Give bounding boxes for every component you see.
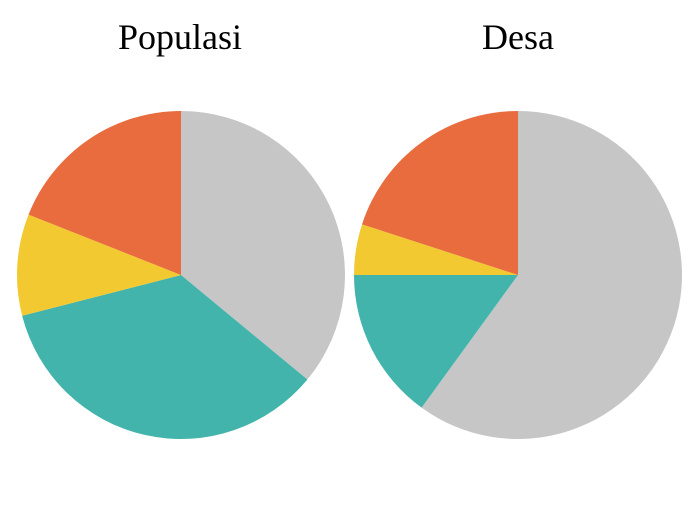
pie-slice-desa-0 xyxy=(421,111,682,439)
pie-slice-populasi-3 xyxy=(28,111,181,275)
pie-slice-desa-1 xyxy=(354,275,518,408)
pie-desa xyxy=(354,111,682,439)
pie-slice-desa-2 xyxy=(354,224,518,275)
pie-slice-populasi-2 xyxy=(16,214,181,316)
pie-populasi xyxy=(16,111,345,440)
pie-slice-populasi-1 xyxy=(22,275,308,440)
pie-slice-desa-3 xyxy=(362,111,518,275)
chart-title-desa: Desa xyxy=(482,17,554,57)
chart-title-populasi: Populasi xyxy=(118,17,242,57)
pie-slice-populasi-0 xyxy=(181,111,345,380)
